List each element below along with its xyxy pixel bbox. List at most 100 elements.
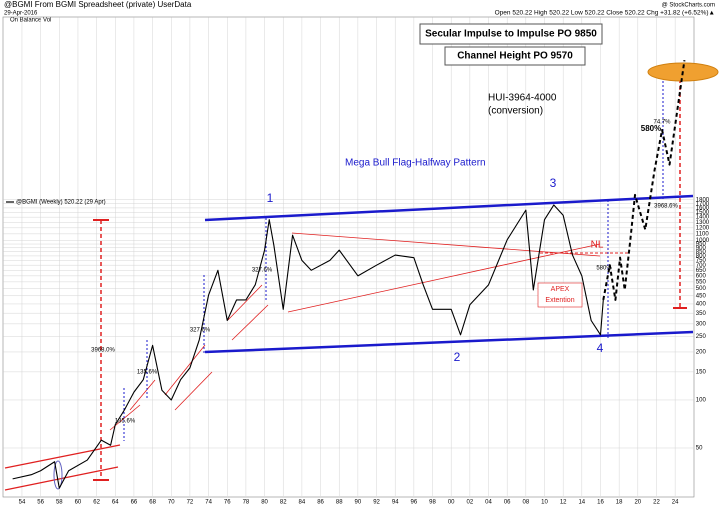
x-tick-label: 76 bbox=[224, 500, 231, 506]
y-tick-label: 150 bbox=[696, 369, 707, 375]
x-tick-label: 86 bbox=[317, 500, 324, 506]
flag-small bbox=[231, 304, 269, 341]
annotation: (conversion) bbox=[488, 106, 543, 117]
annotation: 327.6% bbox=[190, 328, 211, 334]
grid bbox=[3, 17, 694, 496]
x-tick-label: 92 bbox=[373, 500, 380, 506]
y-tick-label: 100 bbox=[696, 398, 707, 404]
x-tick-label: 74 bbox=[205, 500, 212, 506]
y-tick-label: 550 bbox=[696, 279, 707, 285]
x-tick-label: 56 bbox=[37, 500, 44, 506]
x-tick-label: 90 bbox=[355, 500, 362, 506]
x-tick-label: 06 bbox=[504, 500, 511, 506]
x-tick-label: 04 bbox=[485, 500, 492, 506]
box bbox=[419, 23, 603, 45]
y-tick-label: 650 bbox=[696, 268, 707, 274]
box bbox=[444, 46, 586, 66]
annotation: Secular Impulse to Impulse PO 9850 bbox=[425, 29, 597, 40]
x-tick-label: 10 bbox=[541, 500, 548, 506]
x-tick-label: 96 bbox=[411, 500, 418, 506]
wave-label: 2 bbox=[454, 350, 461, 364]
x-tick-label: 02 bbox=[467, 500, 474, 506]
y-tick-label: 1500 bbox=[696, 210, 710, 216]
x-tick-label: 80 bbox=[261, 500, 268, 506]
x-tick-label: 98 bbox=[429, 500, 436, 506]
marker bbox=[53, 460, 63, 490]
x-tick-label: 88 bbox=[336, 500, 343, 506]
y-tick-label: 1300 bbox=[696, 220, 710, 226]
header-date: 29-Apr-2016 bbox=[4, 11, 38, 17]
y-tick-label: 300 bbox=[696, 321, 707, 327]
annotation: 3968.0% bbox=[91, 348, 115, 354]
y-tick-label: 850 bbox=[696, 249, 707, 255]
price-line bbox=[602, 60, 686, 301]
box bbox=[537, 282, 583, 308]
x-tick-label: 78 bbox=[243, 500, 250, 506]
base-top bbox=[4, 444, 121, 469]
flag-small bbox=[129, 379, 156, 411]
y-tick-label: 1800 bbox=[696, 197, 710, 203]
y-tick-label: 700 bbox=[696, 263, 707, 269]
annotation: 327.6% bbox=[252, 268, 273, 274]
y-tick-label: 950 bbox=[696, 242, 707, 248]
x-tick-label: 16 bbox=[597, 500, 604, 506]
flag-bottom bbox=[287, 243, 601, 313]
y-tick-label: 500 bbox=[696, 286, 707, 292]
annotation: 74.7% bbox=[653, 120, 671, 126]
annotation: Mega Bull Flag-Halfway Pattern bbox=[345, 158, 486, 169]
annotation: Extention bbox=[545, 297, 574, 304]
x-tick-label: 14 bbox=[578, 500, 585, 506]
y-tick-label: 1600 bbox=[696, 205, 710, 211]
annotation: 135.6% bbox=[115, 419, 136, 425]
y-tick-label: 350 bbox=[696, 311, 707, 317]
flag-top bbox=[291, 232, 601, 257]
y-tick-label: 900 bbox=[696, 245, 707, 251]
y-tick-label: 200 bbox=[696, 350, 707, 356]
legend-entry: @BGMI (Weekly) 520.22 (29 Apr) bbox=[16, 200, 106, 206]
channel-top bbox=[204, 194, 694, 222]
x-tick-label: 62 bbox=[93, 500, 100, 506]
x-tick-label: 82 bbox=[280, 500, 287, 506]
flag-small bbox=[227, 284, 263, 321]
x-tick-label: 84 bbox=[299, 500, 306, 506]
y-tick-label: 800 bbox=[696, 254, 707, 260]
x-tick-label: 58 bbox=[56, 500, 63, 506]
x-tick-label: 18 bbox=[616, 500, 623, 506]
x-tick-label: 70 bbox=[168, 500, 175, 506]
y-tick-label: 250 bbox=[696, 334, 707, 340]
y-tick-label: 50 bbox=[696, 446, 703, 452]
x-tick-label: 60 bbox=[75, 500, 82, 506]
annotation: HUI-3964-4000 bbox=[488, 93, 557, 104]
annotation: Channel Height PO 9570 bbox=[457, 51, 573, 62]
wave-label: 3 bbox=[550, 176, 557, 190]
y-tick-label: 450 bbox=[696, 293, 707, 299]
header-source: @ StockCharts.com bbox=[662, 3, 715, 9]
x-tick-label: 54 bbox=[19, 500, 26, 506]
plot-frame bbox=[2, 16, 695, 498]
y-tick-label: 1200 bbox=[696, 225, 710, 231]
x-tick-label: 66 bbox=[131, 500, 138, 506]
header-symbol: @BGMI From BGMI Spreadsheet (private) Us… bbox=[4, 0, 192, 9]
y-tick-label: 1400 bbox=[696, 215, 710, 221]
x-tick-label: 64 bbox=[112, 500, 119, 506]
annotation: 3968.6% bbox=[654, 204, 678, 210]
x-tick-label: 22 bbox=[653, 500, 660, 506]
x-tick-label: 12 bbox=[560, 500, 567, 506]
x-tick-label: 00 bbox=[448, 500, 455, 506]
annotation: 580% bbox=[596, 266, 612, 272]
x-tick-label: 72 bbox=[187, 500, 194, 506]
x-tick-label: 20 bbox=[634, 500, 641, 506]
flag-small bbox=[174, 371, 213, 411]
y-tick-label: 600 bbox=[696, 273, 707, 279]
annotation: 580% bbox=[641, 124, 661, 133]
header-quote: Open 520.22 High 520.22 Low 520.22 Close… bbox=[495, 10, 715, 17]
y-tick-label: 1700 bbox=[696, 201, 710, 207]
annotation: NL bbox=[591, 240, 604, 251]
price-line bbox=[12, 204, 604, 489]
annotation: APEX bbox=[551, 286, 570, 293]
flag-small bbox=[164, 344, 206, 396]
series bbox=[12, 60, 686, 489]
wave-label: 1 bbox=[267, 191, 274, 205]
annotation: 135.6% bbox=[137, 370, 158, 376]
